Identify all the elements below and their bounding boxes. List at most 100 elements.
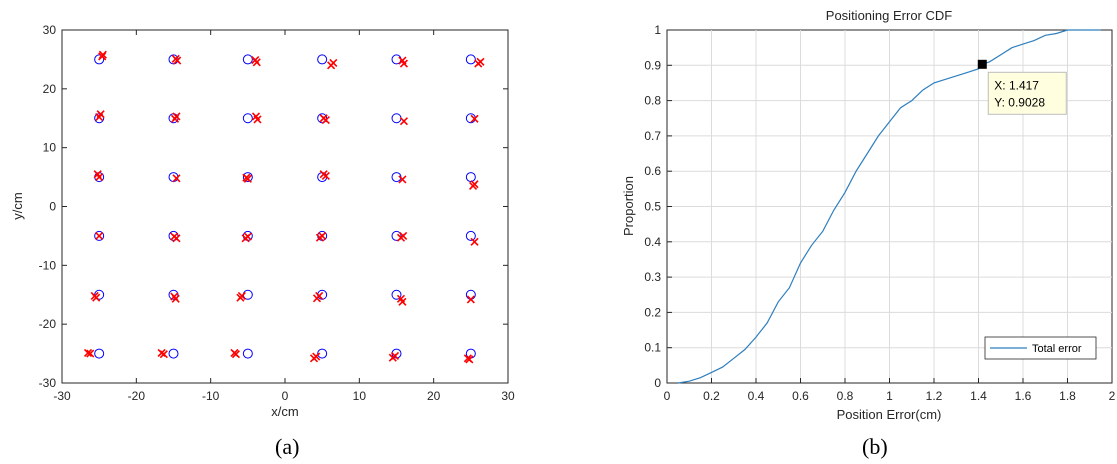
scatter-plot-panel: -30 -20 -10 0 10 20 30 -30 -20 -10 0 10 20 30 x/cm y… [10,23,515,419]
estimated-point-cross [243,232,252,241]
reference-point-circle [168,289,179,300]
cross-stroke [312,352,321,361]
scatter-y-tick-label: 20 [43,82,57,96]
cross-stroke [390,351,400,361]
cross-stroke [315,291,324,300]
cross-stroke [172,174,181,183]
estimated-point-cross [95,173,104,182]
cross-stroke [468,181,478,190]
datatip-y-text: Y: 0.9028 [994,95,1045,109]
cross-stroke [466,295,475,304]
datatip-background [987,71,1067,115]
cross-stroke [253,115,262,124]
cdf-y-tick-label: 0.8 [644,94,661,108]
reference-point-circle [94,230,105,241]
caption-a: (a) [275,434,300,459]
estimated-point-cross [463,354,472,363]
legend-box [984,336,1097,360]
estimated-point-cross [95,231,104,240]
scatter-y-tick-label: 10 [43,141,57,155]
estimated-point-cross [398,175,407,184]
cross-stroke [243,232,252,241]
scatter-y-axis-label: y/cm [10,192,25,219]
scatter-x-tick-label: 30 [501,389,515,403]
cdf-y-tick-label: 0.2 [644,305,661,319]
cross-stroke [463,354,472,363]
cdf-y-tick-label: 0.5 [644,200,661,214]
estimated-point-cross [329,58,338,68]
cross-stroke [319,170,328,179]
estimated-point-cross [251,112,261,121]
scatter-x-axis-label: x/cm [271,404,298,419]
cross-stroke [242,173,251,182]
cdf-y-tick-label: 1 [654,23,661,37]
cdf-legend: Total error [984,336,1097,360]
cross-stroke [237,291,246,300]
estimated-point-cross [86,349,95,358]
cross-stroke [396,294,406,303]
cdf-y-tick-label: 0.1 [644,341,661,355]
scatter-x-tick-label: -20 [128,389,146,403]
estimated-point-cross [251,55,260,65]
estimated-point-cross [83,348,93,358]
estimated-point-cross [237,291,246,300]
scatter-points [83,50,485,364]
cross-stroke [98,52,107,61]
reference-point-circle [465,172,476,183]
cross-stroke [319,114,328,123]
scatter-x-ticks: -30 -20 -10 0 10 20 30 [53,30,515,403]
cross-stroke [399,231,408,240]
caption-b: (b) [862,434,888,459]
cdf-y-tick-label: 0.4 [644,235,661,249]
scatter-y-ticks: -30 -20 -10 0 10 20 30 [39,23,508,390]
estimated-point-cross [98,52,107,61]
cdf-y-tick-label: 0.3 [644,270,661,284]
cross-stroke [399,117,408,126]
estimated-point-cross [470,237,479,246]
cdf-grid [667,30,1112,383]
reference-point-circle [391,289,402,300]
estimated-point-cross [170,232,179,241]
reference-point-circle [317,348,328,359]
scatter-x-tick-label: -30 [53,389,71,403]
scatter-y-tick-label: 0 [49,200,56,214]
estimated-point-cross [399,231,408,240]
cdf-y-tick-label: 0.7 [644,129,661,143]
scatter-y-tick-label: -30 [39,376,57,390]
datatip-x-text: X: 1.417 [994,78,1039,92]
datatip-marker [977,59,987,69]
cdf-x-tick-label: 1.6 [1015,389,1032,403]
legend-entry-total-error: Total error [1032,343,1082,355]
reference-point-circle [94,54,105,65]
cross-stroke [93,170,102,179]
cdf-x-tick-label: 2 [1109,389,1116,403]
estimated-point-cross [312,352,321,361]
cdf-x-tick-label: 1.8 [1059,389,1076,403]
scatter-x-tick-label: 10 [353,389,367,403]
cdf-x-ticks: 0 0.2 0.4 0.6 0.8 1 1.2 1.4 1.6 1.8 2 [664,378,1116,403]
cdf-x-tick-label: 0 [664,389,671,403]
reference-point-circle [465,54,476,65]
cross-stroke [170,232,179,241]
cdf-y-ticks: 0 0.1 0.2 0.3 0.4 0.5 0.6 0.7 0.8 0.9 1 [644,23,672,390]
cross-stroke [470,114,479,123]
cross-stroke [399,59,408,68]
cross-stroke [171,54,180,63]
reference-point-circle [317,54,328,65]
cross-stroke [86,349,95,358]
estimated-point-cross [466,295,475,304]
estimated-point-cross [390,351,400,361]
cross-stroke [95,113,104,122]
scatter-y-tick-label: 30 [43,23,57,37]
reference-point-circle [242,348,253,359]
scatter-x-tick-label: 0 [282,389,289,403]
datatip-box: X: 1.417 Y: 0.9028 [987,71,1067,115]
estimated-point-cross [170,292,179,301]
reference-point-circle [94,348,105,359]
cross-stroke [170,292,179,301]
cross-stroke [95,173,104,182]
estimated-point-cross [159,350,168,359]
estimated-point-cross [319,114,328,123]
estimated-point-cross [95,113,104,122]
reference-point-circle [465,230,476,241]
